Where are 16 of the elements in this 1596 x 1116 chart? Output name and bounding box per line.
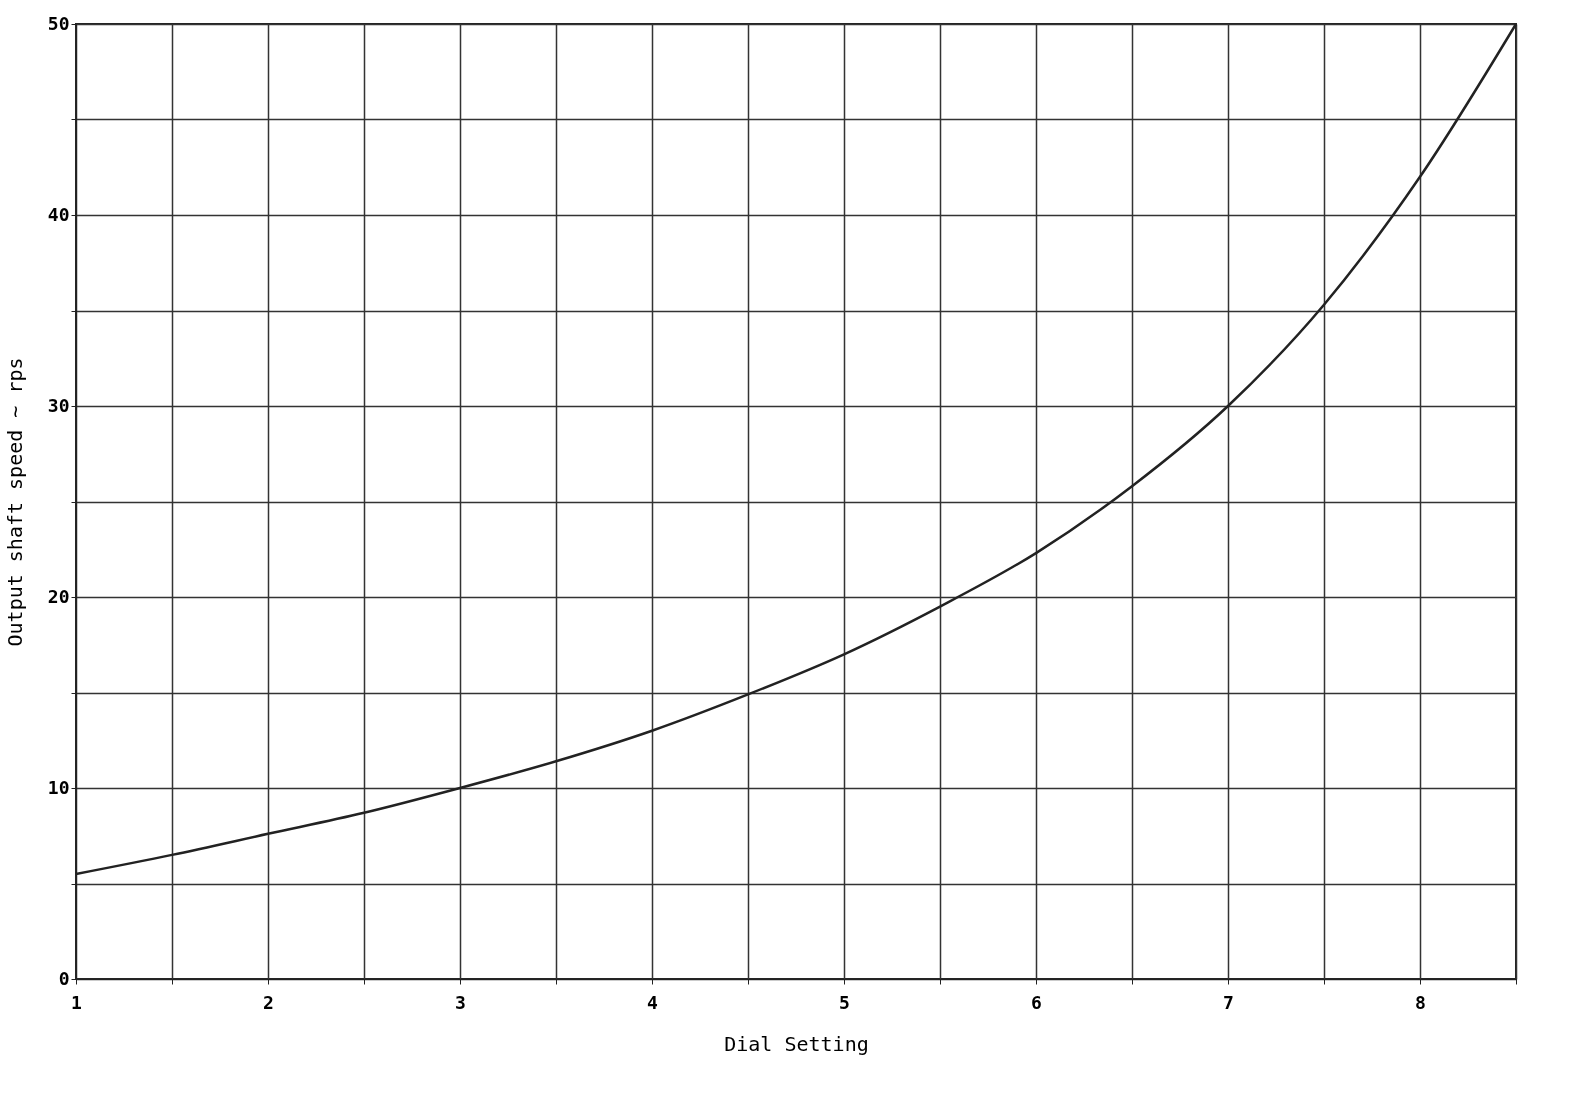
x-axis-title: Dial Setting [724, 1031, 869, 1056]
x-tick-label: 1 [71, 991, 82, 1013]
y-tick-label: 30 [47, 394, 70, 416]
x-tick-label: 2 [263, 991, 274, 1013]
x-tick-label: 3 [455, 991, 466, 1013]
y-tick-label: 0 [58, 967, 70, 989]
x-tick-label: 7 [1223, 991, 1234, 1013]
x-tick-label: 5 [839, 991, 850, 1013]
x-tick-label: 4 [647, 991, 659, 1013]
y-axis-title: Output shaft speed ~ rps [2, 357, 27, 647]
x-tick-label: 8 [1415, 991, 1426, 1013]
y-tick-label: 20 [47, 585, 70, 607]
y-tick-label: 50 [47, 12, 70, 34]
x-tick-label: 6 [1031, 991, 1042, 1013]
y-tick-label: 40 [47, 203, 70, 225]
y-tick-label: 10 [47, 776, 70, 798]
